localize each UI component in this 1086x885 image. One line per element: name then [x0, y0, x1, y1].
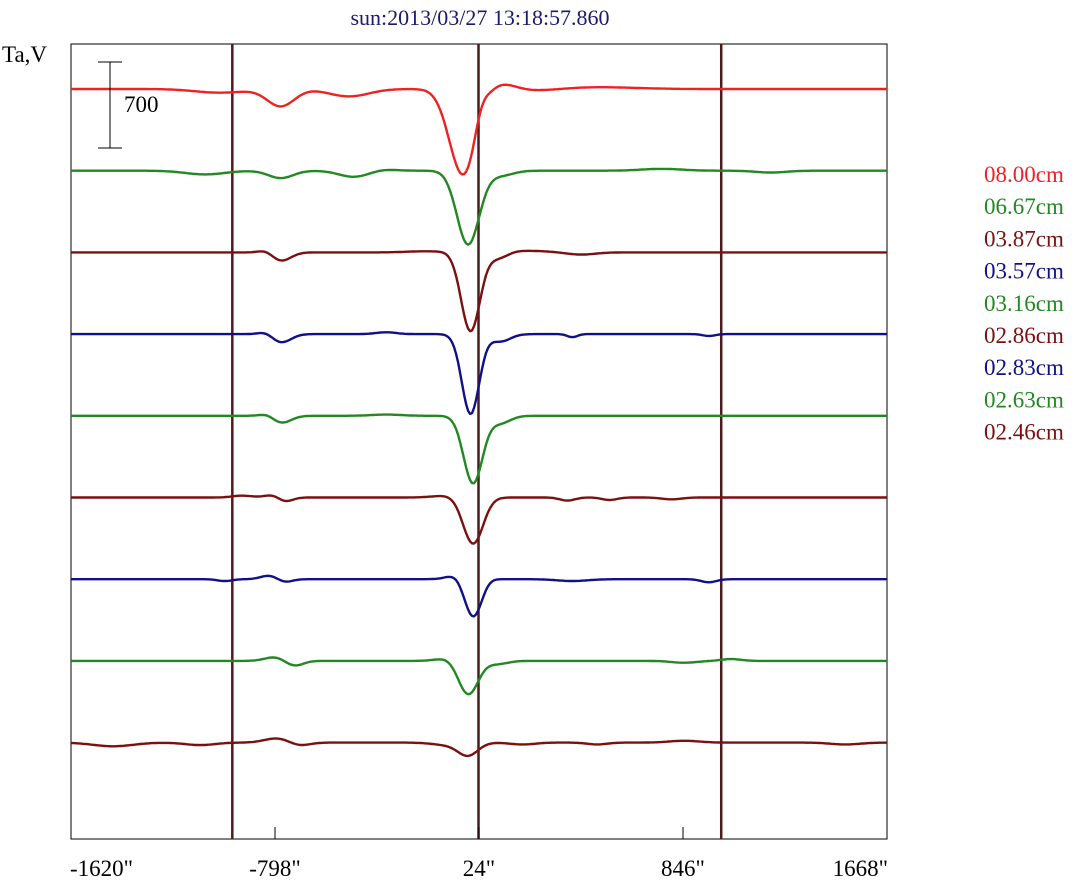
- legend-item: 02.86cm: [984, 323, 1064, 348]
- legend-item: 08.00cm: [984, 162, 1064, 187]
- legend-item: 02.83cm: [984, 355, 1064, 380]
- trace-03.87cm: [71, 249, 887, 333]
- trace-02.83cm: [71, 574, 887, 618]
- trace-03.57cm: [71, 331, 887, 416]
- trace-08.00cm: [71, 83, 887, 176]
- x-tick-label: -1620": [70, 856, 133, 881]
- trace-02.46cm: [70, 737, 888, 758]
- legend-item: 02.46cm: [984, 420, 1064, 445]
- legend-item: 03.57cm: [984, 259, 1064, 284]
- x-tick-label: 24": [463, 856, 495, 881]
- trace-03.16cm: [71, 413, 887, 485]
- scale-bar-label: 700: [124, 92, 159, 117]
- scale-bar: 700: [98, 61, 159, 149]
- vertical-reference-lines: [231, 44, 723, 839]
- legend-item: 03.16cm: [984, 291, 1064, 316]
- legend-item: 03.87cm: [984, 226, 1064, 251]
- legend-item: 02.63cm: [984, 387, 1064, 412]
- x-tick-label: -798": [249, 856, 301, 881]
- legend: 08.00cm 06.67cm 03.87cm 03.57cm 03.16cm 02.86…: [984, 162, 1064, 445]
- trace-02.86cm: [71, 494, 887, 545]
- legend-item: 06.67cm: [984, 194, 1064, 219]
- trace-06.67cm: [71, 167, 887, 246]
- x-tick-label: 1668": [833, 856, 888, 881]
- chart-title: sun:2013/03/27 13:18:57.860: [350, 5, 609, 30]
- y-axis-label: Ta,V: [2, 42, 47, 67]
- trace-02.63cm: [71, 656, 887, 696]
- x-tick-label: 846": [661, 856, 705, 881]
- x-axis-ticks: -1620" -798" 24" 846" 1668": [70, 827, 888, 881]
- series-traces: [70, 83, 888, 758]
